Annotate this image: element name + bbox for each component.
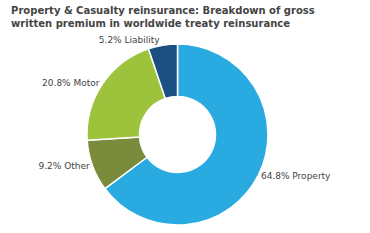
svg-text:9.2% Other: 9.2% Other: [38, 161, 90, 171]
svg-text:5.2% Liability: 5.2% Liability: [99, 35, 160, 45]
svg-text:20.8% Motor: 20.8% Motor: [42, 78, 100, 88]
svg-text:Property & Casualty reinsuranc: Property & Casualty reinsurance: Breakdo…: [11, 5, 315, 29]
svg-text:64.8% Property: 64.8% Property: [261, 171, 331, 181]
